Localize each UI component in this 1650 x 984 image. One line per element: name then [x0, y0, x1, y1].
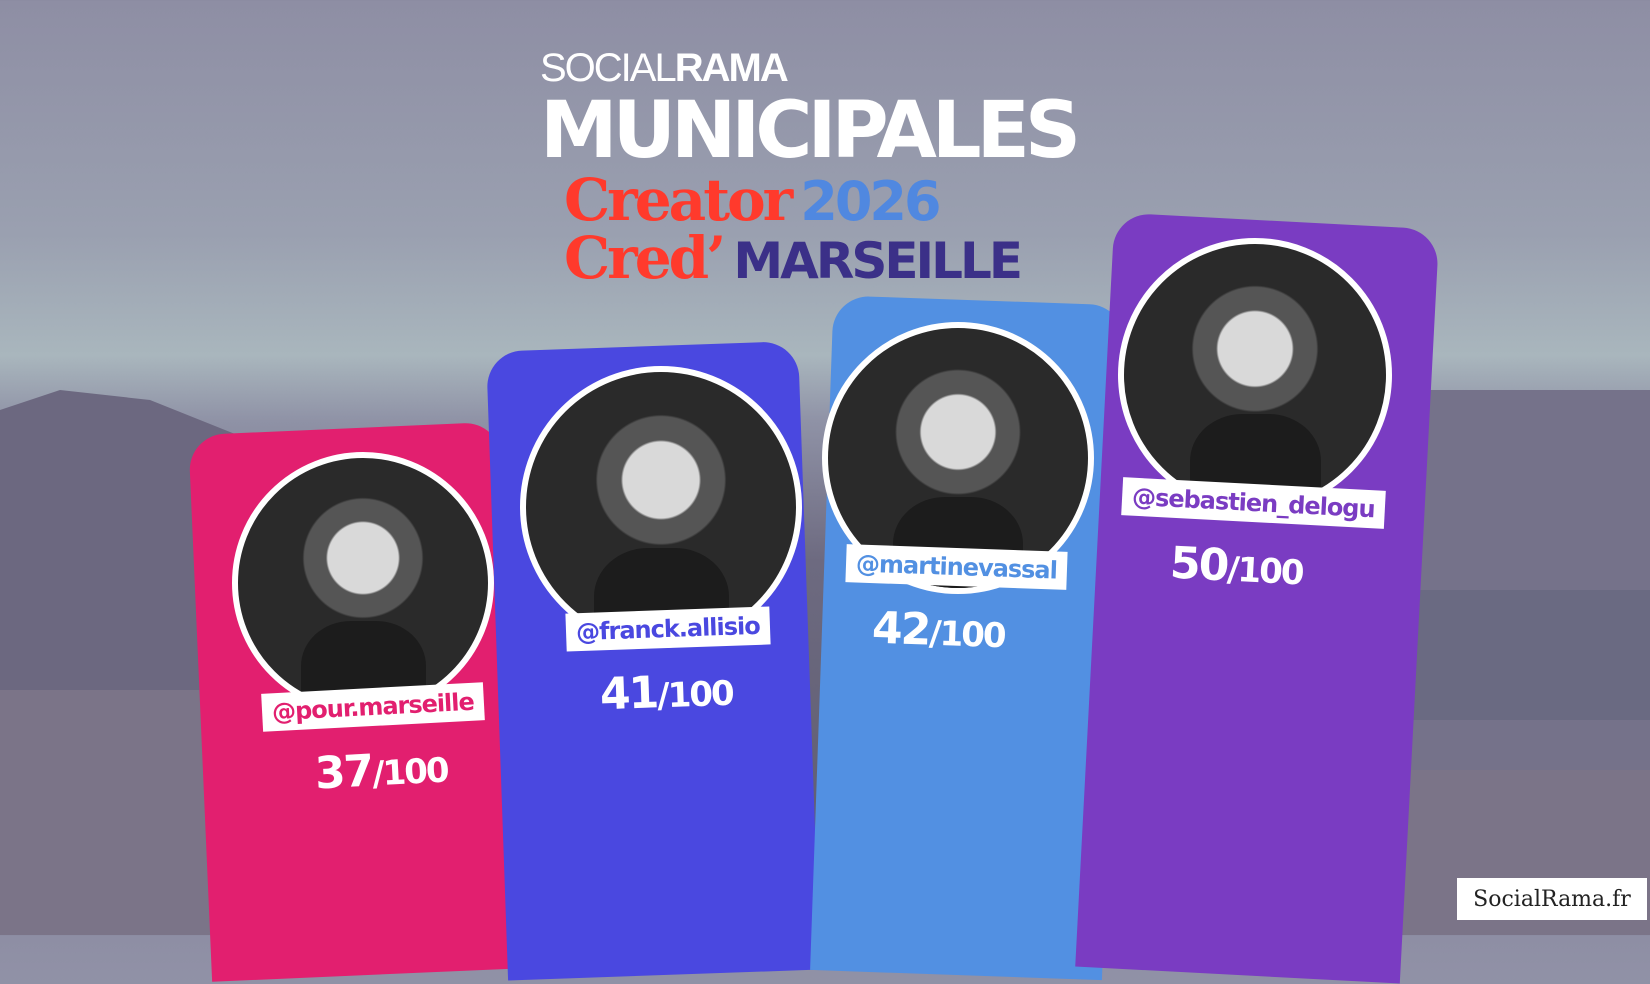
score-value: 50 [1168, 537, 1229, 592]
candidate-photo [232, 452, 494, 714]
creator-title: Creator [564, 166, 793, 234]
score-label: 50/100 [1168, 537, 1304, 599]
cred-title: Cred’ [564, 224, 726, 292]
candidate-photo [1118, 238, 1392, 512]
title-row-1: Creator 2026 [564, 166, 942, 234]
score-label: 41/100 [599, 666, 733, 724]
candidate-photo [520, 366, 802, 648]
score-denominator: /100 [656, 673, 734, 717]
year: 2026 [800, 170, 941, 233]
score-denominator: /100 [371, 750, 449, 795]
score-label: 42/100 [871, 602, 1006, 662]
page-title: MUNICIPALES [540, 86, 1081, 176]
score-denominator: /100 [1226, 549, 1304, 594]
title-row-2: Cred’ MARSEILLE [564, 224, 1023, 292]
score-value: 37 [313, 745, 374, 800]
candidate-handle: @franck.allisio [565, 606, 771, 652]
score-denominator: /100 [928, 613, 1006, 657]
city: MARSEILLE [733, 232, 1023, 290]
score-value: 41 [599, 667, 659, 721]
score-value: 42 [871, 602, 931, 656]
title-block: SOCIALRAMA MUNICIPALES Creator 2026 Cred… [540, 46, 1100, 289]
socialrama-logo: SOCIALRAMA [540, 46, 789, 90]
score-label: 37/100 [314, 743, 449, 803]
site-credit: SocialRama.fr [1457, 878, 1647, 920]
candidate-handle: @martinevassal [845, 544, 1068, 590]
